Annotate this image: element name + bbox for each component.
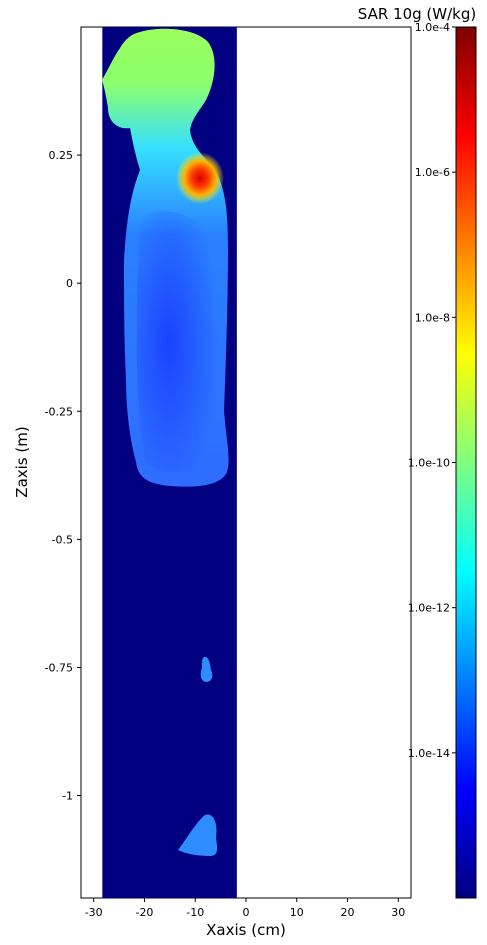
colorbar-tick-label: 1.0e-14 [408,747,450,760]
x-axis-ticks: -30 -20 -10 0 10 20 30 [85,898,405,919]
x-axis-label: Xaxis (cm) [206,921,286,939]
x-tick-label: -10 [186,906,204,919]
colorbar-ticks: 1.0e-4 1.0e-6 1.0e-8 1.0e-10 1.0e-12 1.0e-14 [408,21,456,760]
y-tick-label: -0.75 [45,661,73,674]
y-axis-ticks: 0.25 0 -0.25 -0.5 -0.75 -1 [45,149,81,803]
colorbar-tick-label: 1.0e-6 [415,166,450,179]
foot-blob-upper [200,656,213,682]
colorbar [455,26,477,899]
torso-shading [136,211,219,473]
x-tick-label: 20 [341,906,355,919]
y-tick-label: -0.5 [52,533,73,546]
colorbar-tick-label: 1.0e-8 [415,311,450,324]
colorbar-title: SAR 10g (W/kg) [358,5,476,23]
y-tick-label: -0.25 [45,405,73,418]
y-axis-label: Zaxis (m) [13,426,31,497]
y-tick-label: 0 [66,277,73,290]
x-tick-label: 0 [243,906,250,919]
foot-blob-lower [178,814,218,856]
body-phantom [102,28,229,856]
y-tick-label: -1 [62,790,73,803]
colorbar-tick-label: 1.0e-4 [415,21,450,34]
neck-hotspot [176,152,224,204]
x-tick-label: 10 [290,906,304,919]
x-tick-label: -20 [135,906,153,919]
colorbar-tick-label: 1.0e-12 [408,602,450,615]
x-tick-label: -30 [85,906,103,919]
x-tick-label: 30 [391,906,405,919]
colorbar-tick-label: 1.0e-10 [408,457,450,470]
y-tick-label: 0.25 [49,149,74,162]
